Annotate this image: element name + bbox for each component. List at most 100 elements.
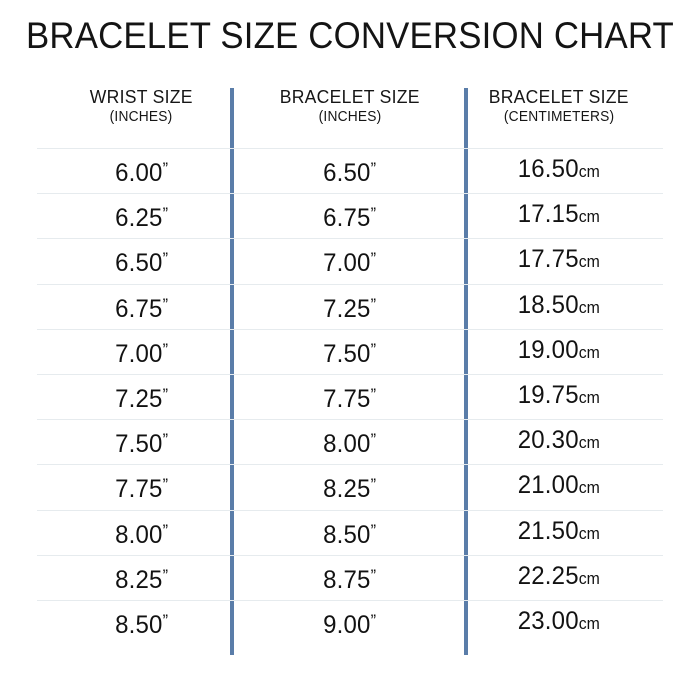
table-row: 7.25” 7.75” 19.75cm: [37, 373, 663, 419]
cell-value: 7.50”: [323, 339, 377, 368]
cell-unit: cm: [578, 298, 600, 317]
conversion-table: WRIST SIZE (INCHES) BRACELET SIZE (INCHE…: [37, 82, 663, 645]
cell-bracelet-size-cm: 21.50cm: [454, 511, 663, 555]
cell-unit: cm: [578, 524, 600, 543]
cell-bracelet-size-cm: 23.00cm: [454, 601, 663, 645]
cell-bracelet-size-inches: 9.00”: [246, 601, 455, 645]
cell-unit: ”: [162, 159, 168, 179]
cell-bracelet-size-inches: 7.75”: [246, 375, 455, 419]
cell-bracelet-size-inches: 8.00”: [246, 420, 455, 464]
cell-value: 21.50cm: [517, 516, 600, 545]
cell-unit: ”: [370, 159, 377, 179]
cell-unit: cm: [578, 479, 600, 498]
cell-value: 6.00”: [114, 159, 168, 188]
table-row: 8.50” 9.00” 23.00cm: [37, 599, 663, 645]
cell-unit: ”: [162, 610, 168, 630]
cell-unit: ”: [162, 430, 168, 450]
cell-value: 7.00”: [323, 249, 377, 278]
cell-unit: ”: [370, 249, 377, 269]
cell-value: 8.00”: [323, 430, 377, 459]
cell-value: 8.50”: [323, 520, 377, 549]
cell-unit: ”: [162, 385, 168, 405]
cell-bracelet-size-cm: 17.75cm: [454, 239, 663, 283]
cell-value: 8.25”: [114, 565, 168, 594]
column-header-title: BRACELET SIZE: [488, 86, 629, 107]
cell-bracelet-size-inches: 8.75”: [246, 556, 455, 600]
cell-unit: ”: [370, 294, 377, 314]
cell-wrist-size-inches: 7.00”: [37, 330, 246, 374]
cell-unit: ”: [162, 204, 168, 224]
cell-unit: ”: [162, 339, 168, 359]
cell-bracelet-size-inches: 8.50”: [246, 511, 455, 555]
cell-unit: ”: [162, 565, 168, 585]
table-row: 7.75” 8.25” 21.00cm: [37, 464, 663, 509]
cell-wrist-size-inches: 7.75”: [37, 465, 246, 509]
cell-wrist-size-inches: 7.25”: [37, 375, 246, 419]
cell-bracelet-size-cm: 17.15cm: [454, 194, 663, 238]
cell-bracelet-size-cm: 20.30cm: [454, 420, 663, 464]
cell-unit: ”: [370, 204, 377, 224]
cell-unit: cm: [578, 389, 600, 408]
cell-unit: cm: [578, 434, 600, 453]
cell-wrist-size-inches: 7.50”: [37, 420, 246, 464]
table-row: 6.75” 7.25” 18.50cm: [37, 283, 663, 329]
cell-unit: ”: [370, 385, 377, 405]
cell-value: 17.15cm: [517, 200, 600, 229]
cell-bracelet-size-inches: 6.75”: [246, 194, 455, 238]
cell-value: 23.00cm: [517, 606, 600, 635]
cell-unit: cm: [578, 208, 600, 227]
cell-value: 16.50cm: [517, 155, 600, 184]
cell-value: 8.25”: [323, 475, 377, 504]
cell-value: 6.75”: [323, 204, 377, 233]
cell-unit: cm: [578, 163, 600, 182]
cell-unit: ”: [162, 520, 168, 540]
column-header-bracelet-size-inches: BRACELET SIZE (INCHES): [246, 82, 455, 127]
cell-value: 7.25”: [323, 294, 377, 323]
cell-value: 6.50”: [114, 249, 168, 278]
column-header-bracelet-size-centimeters: BRACELET SIZE (CENTIMETERS): [454, 82, 663, 127]
cell-unit: cm: [578, 614, 600, 633]
cell-bracelet-size-cm: 22.25cm: [454, 556, 663, 600]
cell-bracelet-size-inches: 8.25”: [246, 465, 455, 509]
cell-bracelet-size-cm: 18.50cm: [454, 285, 663, 329]
cell-unit: ”: [370, 520, 377, 540]
cell-wrist-size-inches: 8.50”: [37, 601, 246, 645]
page-title: BRACELET SIZE CONVERSION CHART: [26, 15, 674, 56]
cell-unit: ”: [370, 339, 377, 359]
cell-unit: ”: [162, 249, 168, 269]
cell-value: 8.00”: [114, 520, 168, 549]
cell-value: 18.50cm: [517, 290, 600, 319]
cell-value: 8.50”: [114, 610, 168, 639]
cell-bracelet-size-inches: 7.00”: [246, 239, 455, 283]
table-row: 6.00” 6.50” 16.50cm: [37, 148, 663, 193]
column-header-wrist-size: WRIST SIZE (INCHES): [37, 82, 246, 127]
cell-unit: ”: [370, 610, 377, 630]
column-divider-2: [464, 88, 468, 655]
table-row: 8.25” 8.75” 22.25cm: [37, 554, 663, 600]
cell-wrist-size-inches: 6.25”: [37, 194, 246, 238]
cell-value: 20.30cm: [517, 426, 600, 455]
table-header-row: WRIST SIZE (INCHES) BRACELET SIZE (INCHE…: [37, 82, 663, 148]
cell-wrist-size-inches: 6.75”: [37, 285, 246, 329]
cell-unit: cm: [578, 253, 600, 272]
cell-unit: cm: [578, 343, 600, 362]
cell-value: 21.00cm: [517, 471, 600, 500]
cell-value: 6.50”: [323, 159, 377, 188]
table-row: 6.50” 7.00” 17.75cm: [37, 238, 663, 283]
cell-value: 8.75”: [323, 565, 377, 594]
cell-value: 19.00cm: [517, 335, 600, 364]
cell-value: 22.25cm: [517, 561, 600, 590]
cell-unit: cm: [578, 569, 600, 588]
cell-value: 7.00”: [114, 339, 168, 368]
cell-bracelet-size-cm: 21.00cm: [454, 465, 663, 509]
column-header-unit: (INCHES): [318, 109, 382, 125]
cell-value: 7.50”: [114, 430, 168, 459]
cell-bracelet-size-inches: 7.25”: [246, 285, 455, 329]
cell-value: 6.75”: [114, 294, 168, 323]
column-divider-1: [230, 88, 234, 655]
cell-wrist-size-inches: 6.50”: [37, 239, 246, 283]
table-row: 8.00” 8.50” 21.50cm: [37, 509, 663, 555]
cell-value: 7.75”: [323, 385, 377, 414]
table-row: 6.25” 6.75” 17.15cm: [37, 193, 663, 238]
